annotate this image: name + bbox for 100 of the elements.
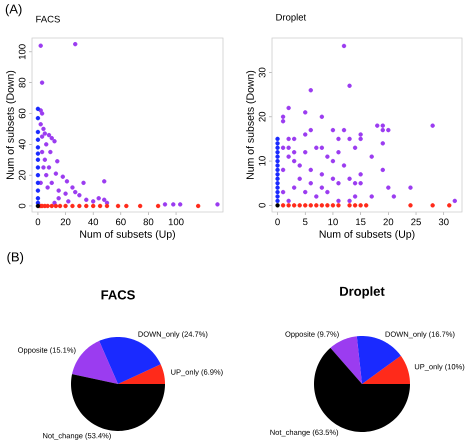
point	[102, 179, 106, 184]
y-axis-title: Num of subsets (Down)	[6, 70, 16, 179]
point	[36, 151, 40, 156]
x-tick-label: 80	[144, 218, 154, 226]
point	[352, 203, 358, 208]
point	[98, 204, 102, 208]
y-tick-label: 60	[18, 108, 26, 118]
chart-title: FACS	[36, 16, 60, 22]
point	[64, 179, 70, 184]
point	[81, 180, 86, 186]
point	[280, 203, 286, 208]
point	[325, 203, 330, 208]
point	[63, 191, 68, 196]
x-tick-label: 25	[411, 218, 421, 226]
y-tick-label: 30	[258, 68, 266, 78]
y-axis-title: Num of subsets (Down)	[246, 70, 256, 179]
point	[66, 199, 71, 204]
point	[36, 116, 40, 120]
y-tick-label: 0	[258, 203, 266, 208]
point	[73, 190, 78, 194]
point	[347, 203, 352, 208]
point	[44, 172, 48, 178]
point	[84, 198, 88, 202]
y-tick-label: 10	[258, 156, 266, 166]
point	[330, 203, 336, 208]
point	[124, 204, 129, 208]
point	[320, 203, 324, 208]
x-tick-label: 15	[356, 218, 366, 226]
point	[54, 171, 58, 176]
point	[408, 203, 413, 208]
x-tick-label: 0	[36, 218, 40, 226]
point	[90, 199, 96, 204]
point	[275, 185, 280, 190]
point	[52, 139, 57, 144]
point	[36, 138, 40, 142]
point	[275, 136, 280, 142]
point	[46, 132, 52, 138]
point	[36, 196, 40, 200]
y-tick-label: 20	[258, 112, 266, 122]
point	[358, 203, 363, 208]
x-tick-label: 0	[275, 218, 280, 226]
x-tick-label: 10	[328, 218, 338, 226]
point	[275, 158, 280, 164]
point	[90, 204, 96, 208]
point	[46, 165, 52, 170]
point	[116, 204, 120, 208]
point	[77, 204, 82, 208]
point	[275, 203, 280, 208]
point	[73, 42, 78, 46]
point	[56, 196, 61, 200]
point	[275, 181, 280, 186]
point	[303, 203, 308, 208]
point	[275, 194, 280, 199]
point	[275, 146, 280, 150]
x-axis-title: Num of subsets (Up)	[320, 230, 414, 240]
point	[96, 196, 101, 200]
point	[40, 134, 44, 139]
point	[314, 203, 319, 208]
point	[447, 203, 452, 208]
point	[308, 203, 313, 208]
point	[36, 172, 40, 178]
point	[215, 202, 220, 207]
point	[50, 204, 54, 208]
point	[36, 158, 40, 162]
point	[275, 176, 280, 181]
y-tick-label: 0	[18, 204, 26, 208]
text: (A)	[6, 4, 22, 16]
point	[40, 150, 44, 154]
point	[70, 185, 75, 190]
x-tick-label: 40	[88, 218, 98, 226]
y-tick-label: 40	[18, 139, 26, 150]
point	[196, 204, 200, 208]
point	[364, 203, 368, 208]
x-axis-title: Num of subsets (Up)	[80, 230, 175, 240]
point	[36, 145, 40, 150]
point	[77, 192, 82, 198]
point	[70, 204, 75, 208]
point	[275, 163, 280, 168]
point	[40, 111, 44, 116]
point	[42, 131, 48, 136]
point	[56, 188, 61, 193]
point	[38, 43, 43, 48]
point	[275, 198, 280, 204]
point	[286, 203, 291, 208]
point	[38, 122, 43, 126]
text: (B)	[7, 252, 24, 264]
point	[275, 154, 280, 159]
point	[36, 165, 40, 170]
y-tick-label: 80	[18, 78, 26, 88]
point	[430, 203, 435, 208]
point	[50, 136, 54, 140]
y-tick-label: 20	[18, 170, 26, 180]
point	[45, 185, 50, 190]
point	[40, 80, 44, 85]
point	[36, 188, 40, 193]
x-tick-label: 20	[384, 218, 394, 226]
point	[162, 202, 168, 207]
point	[36, 130, 40, 134]
point	[36, 180, 40, 186]
point	[275, 190, 280, 194]
